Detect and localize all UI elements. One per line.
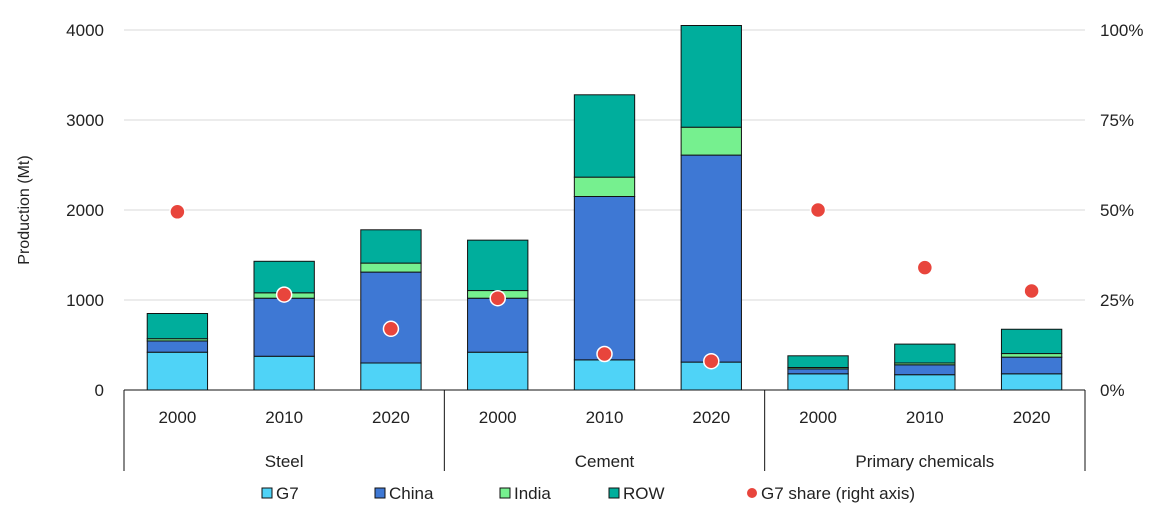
- bars: [146, 25, 1063, 391]
- legend-marker: [747, 488, 757, 498]
- y-tick-label: 4000: [66, 21, 104, 40]
- bar-g7: [894, 374, 956, 391]
- legend-swatch: [374, 487, 386, 499]
- bar-china: [360, 271, 422, 364]
- legend-label: China: [389, 484, 434, 503]
- bar-g7: [360, 362, 422, 391]
- bar-india: [1000, 353, 1063, 358]
- bar-china: [1000, 356, 1063, 375]
- bar-row: [467, 239, 529, 292]
- group-label: Primary chemicals: [855, 452, 994, 471]
- bar-row: [787, 355, 849, 368]
- bar-india: [573, 176, 636, 197]
- bar-china: [253, 297, 315, 357]
- bar-china: [573, 196, 636, 361]
- share-point: [382, 320, 400, 338]
- share-point: [275, 286, 293, 303]
- right-axis: 0% 25% 50% 75% 100%: [1100, 21, 1143, 400]
- y2-tick-label: 25%: [1100, 291, 1134, 310]
- share-point: [169, 203, 186, 221]
- y-tick-label: 0: [95, 381, 104, 400]
- bar-g7: [146, 351, 209, 391]
- legend-swatch: [499, 487, 511, 499]
- x-tick-label: 2000: [158, 408, 196, 427]
- y2-tick-label: 0%: [1100, 381, 1125, 400]
- bar-row: [894, 343, 956, 364]
- legend-swatch: [261, 487, 273, 499]
- bar-china: [787, 368, 849, 375]
- bar-india: [680, 126, 742, 156]
- x-tick-label: 2010: [586, 408, 624, 427]
- x-tick-label: 2000: [799, 408, 837, 427]
- y2-tick-label: 100%: [1100, 21, 1143, 40]
- category-axis: 2000 2010 2020 Steel 2000 2010 2020 Cement 2000 2…: [123, 389, 1086, 471]
- bar-china: [467, 297, 529, 353]
- y-tick-label: 2000: [66, 201, 104, 220]
- bar-china: [680, 154, 742, 363]
- x-tick-label: 2020: [1013, 408, 1051, 427]
- y2-tick-label: 75%: [1100, 111, 1134, 130]
- bar-row: [573, 94, 636, 178]
- legend-label: G7 share (right axis): [761, 484, 915, 503]
- share-point: [916, 259, 934, 276]
- share-point: [1023, 282, 1040, 300]
- legend-label: India: [514, 484, 551, 503]
- bar-g7: [253, 355, 315, 391]
- share-point: [703, 352, 720, 370]
- bar-row: [360, 229, 422, 264]
- left-axis: 0 1000 2000 3000 4000: [66, 21, 104, 400]
- x-tick-label: 2010: [265, 408, 303, 427]
- bar-china: [894, 364, 956, 376]
- y-tick-label: 1000: [66, 291, 104, 310]
- legend-swatch: [608, 487, 620, 499]
- share-point: [489, 289, 506, 307]
- bar-g7: [573, 359, 636, 391]
- group-label: Steel: [265, 452, 304, 471]
- bar-row: [680, 25, 742, 128]
- legend: G7 China India ROW G7 share (right axis): [261, 484, 915, 503]
- x-tick-label: 2020: [372, 408, 410, 427]
- y-axis-title: Production (Mt): [16, 155, 33, 264]
- x-tick-label: 2000: [479, 408, 517, 427]
- x-tick-label: 2010: [906, 408, 944, 427]
- bar-g7: [467, 351, 529, 391]
- legend-label: ROW: [623, 484, 665, 503]
- legend-label: G7: [276, 484, 299, 503]
- share-point: [809, 201, 827, 219]
- bar-india: [360, 262, 422, 273]
- bar-g7: [1000, 373, 1063, 391]
- share-point: [596, 345, 613, 363]
- bar-china: [146, 340, 209, 353]
- group-label: Cement: [575, 452, 635, 471]
- share-points: [169, 201, 1040, 370]
- bar-row: [146, 313, 209, 340]
- y2-tick-label: 50%: [1100, 201, 1134, 220]
- y-tick-label: 3000: [66, 111, 104, 130]
- bar-g7: [787, 373, 849, 391]
- bar-row: [1000, 328, 1063, 355]
- x-tick-label: 2020: [692, 408, 730, 427]
